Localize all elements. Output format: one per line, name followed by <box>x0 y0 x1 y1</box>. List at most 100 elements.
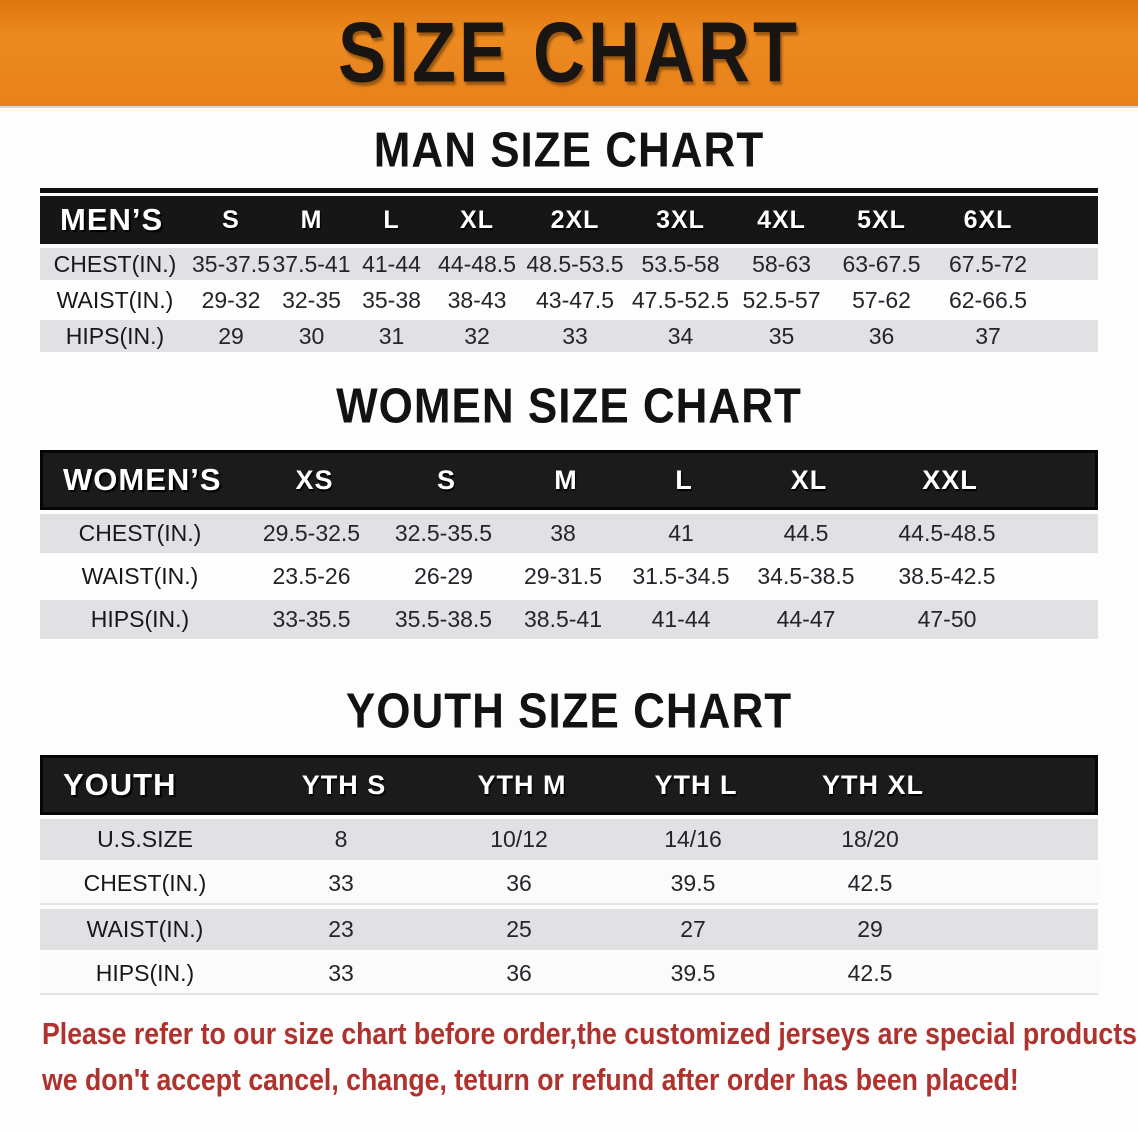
men-size-value-text: 34 <box>667 322 694 349</box>
men-column-header: 3XL <box>628 196 733 244</box>
youth-row-label-text: HIPS(IN.) <box>95 960 195 986</box>
women-size-value: 29.5-32.5 <box>240 514 383 553</box>
women-column-header-text: XL <box>790 464 828 495</box>
men-size-value: 37.5-41 <box>272 248 351 280</box>
women-size-value-text: 41 <box>668 520 694 546</box>
youth-column-header: YTH S <box>253 758 435 812</box>
men-size-value-text: 41-44 <box>362 250 421 277</box>
youth-size-value: 29 <box>780 909 960 950</box>
women-column-header-text: S <box>436 464 456 495</box>
youth-size-value: 36 <box>432 864 606 903</box>
men-column-header: M <box>272 196 351 244</box>
banner-title: SIZE CHART <box>338 5 800 101</box>
youth-size-value: 18/20 <box>780 819 960 860</box>
men-size-value: 35-37.5 <box>190 248 272 280</box>
men-column-header: 2XL <box>522 196 628 244</box>
men-column-header-text: 5XL <box>857 205 906 234</box>
women-size-value-text: 29.5-32.5 <box>262 520 361 546</box>
men-size-value: 32-35 <box>272 284 351 316</box>
men-size-value: 34 <box>628 320 733 352</box>
men-column-header-text: S <box>222 205 240 234</box>
men-size-value-text: 63-67.5 <box>842 250 921 277</box>
men-size-value-text: 48.5-53.5 <box>526 250 624 277</box>
men-column-header-text: 2XL <box>550 205 600 234</box>
women-size-value: 44-47 <box>740 600 872 639</box>
women-size-value: 38.5-41 <box>504 600 622 639</box>
spacer-cell <box>960 909 1098 950</box>
men-size-value-text: 52.5-57 <box>742 286 821 313</box>
men-size-value: 62-66.5 <box>933 284 1043 316</box>
women-size-value-text: 32.5-35.5 <box>394 520 493 546</box>
women-column-header-text: XXL <box>922 464 978 495</box>
women-table-label: WOMEN’S <box>43 453 243 507</box>
women-size-value-text: 33-35.5 <box>272 606 351 632</box>
section-youth: YOUTH SIZE CHART YOUTH YTH S YTH M YTH L YTH… <box>40 684 1101 995</box>
men-size-value: 35 <box>733 320 830 352</box>
men-size-value: 31 <box>351 320 432 352</box>
men-column-header-text: M <box>300 205 323 234</box>
women-size-value: 32.5-35.5 <box>383 514 504 553</box>
women-heading: WOMEN SIZE CHART <box>40 381 1098 433</box>
women-row-chest-in: CHEST(IN.) 29.5-32.5 32.5-35.5 38 41 44.5 44.5… <box>40 514 1098 553</box>
youth-heading: YOUTH SIZE CHART <box>40 684 1098 739</box>
youth-size-value-text: 39.5 <box>670 960 716 986</box>
men-size-value-text: 44-48.5 <box>437 250 516 277</box>
youth-size-value: 42.5 <box>780 864 960 903</box>
men-size-value: 67.5-72 <box>933 248 1043 280</box>
men-size-value: 35-38 <box>351 284 432 316</box>
women-size-value-text: 29-31.5 <box>523 563 602 589</box>
men-size-value: 37 <box>933 320 1043 352</box>
women-size-value: 31.5-34.5 <box>622 557 740 596</box>
youth-row-label: HIPS(IN.) <box>40 954 250 993</box>
youth-size-value: 42.5 <box>780 954 960 993</box>
youth-size-value-text: 18/20 <box>841 826 899 852</box>
youth-column-header: YTH XL <box>783 758 963 812</box>
women-column-header: L <box>625 453 743 507</box>
women-size-value: 33-35.5 <box>240 600 383 639</box>
women-size-value-text: 23.5-26 <box>272 563 351 589</box>
youth-size-value-text: 8 <box>334 826 348 852</box>
youth-row-label-text: WAIST(IN.) <box>86 916 204 942</box>
spacer-cell <box>1022 557 1098 596</box>
spacer-cell <box>963 758 1101 812</box>
men-column-header-text: 4XL <box>757 205 806 234</box>
youth-row-label-text: U.S.SIZE <box>97 826 193 852</box>
men-size-value-text: 43-47.5 <box>535 286 614 313</box>
women-size-value-text: 31.5-34.5 <box>632 563 730 589</box>
men-size-value-text: 32-35 <box>282 286 341 313</box>
women-row-label: HIPS(IN.) <box>40 600 240 639</box>
spacer-cell <box>1022 600 1098 639</box>
women-size-value-text: 38 <box>550 520 576 546</box>
youth-size-value: 33 <box>250 954 432 993</box>
men-size-value: 57-62 <box>830 284 933 316</box>
youth-size-value: 39.5 <box>606 954 780 993</box>
women-column-header: XL <box>743 453 875 507</box>
men-size-value-text: 36 <box>868 322 895 349</box>
men-size-value-text: 35 <box>768 322 795 349</box>
youth-size-value: 14/16 <box>606 819 780 860</box>
men-size-value-text: 31 <box>378 322 405 349</box>
men-size-value: 63-67.5 <box>830 248 933 280</box>
women-size-value-text: 47-50 <box>917 606 977 632</box>
women-row-label: WAIST(IN.) <box>40 557 240 596</box>
men-size-value-text: 62-66.5 <box>948 286 1027 313</box>
men-size-value: 41-44 <box>351 248 432 280</box>
youth-size-value-text: 33 <box>328 960 354 986</box>
youth-size-value: 10/12 <box>432 819 606 860</box>
youth-size-value-text: 25 <box>506 916 532 942</box>
youth-heading-text: YOUTH SIZE CHART <box>345 684 793 739</box>
section-men: MAN SIZE CHART MEN’S S M L XL 2XL 3XL 4XL 5XL 6XL… <box>40 125 1098 352</box>
youth-column-header: YTH L <box>609 758 783 812</box>
men-size-value-text: 33 <box>562 322 588 349</box>
youth-row-label-text: CHEST(IN.) <box>83 870 207 896</box>
men-size-value: 48.5-53.5 <box>522 248 628 280</box>
youth-table-label: YOUTH <box>43 758 253 812</box>
men-column-header: 6XL <box>933 196 1043 244</box>
youth-size-value-text: 29 <box>857 916 883 942</box>
men-size-value-text: 47.5-52.5 <box>631 286 730 313</box>
youth-size-value-text: 14/16 <box>664 826 722 852</box>
men-size-value-text: 37 <box>975 322 1001 349</box>
youth-row-label: CHEST(IN.) <box>40 864 250 903</box>
women-size-value: 38 <box>504 514 622 553</box>
men-size-value: 36 <box>830 320 933 352</box>
